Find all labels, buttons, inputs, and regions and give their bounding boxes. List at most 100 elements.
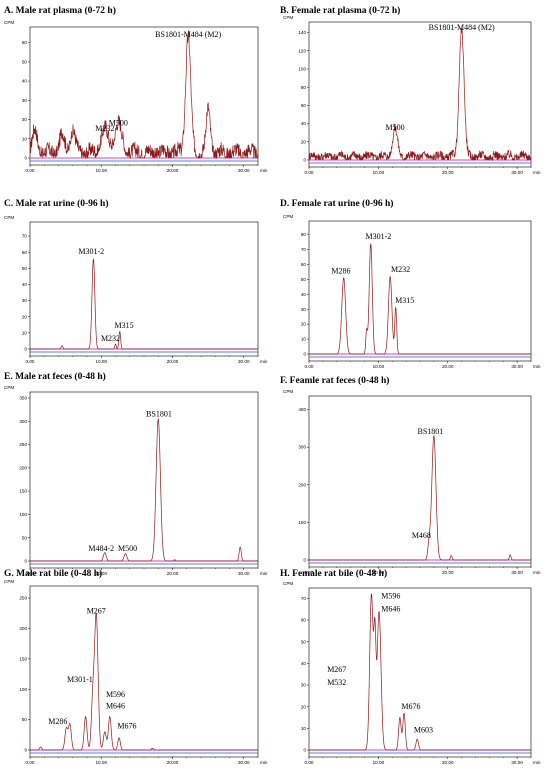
chart-panel: F. Feamle rat feces (0-48 h) CPM 0 100 200 30… [280, 375, 541, 575]
peak-label: M232 [95, 124, 114, 133]
y-tick-label: 50 [22, 717, 28, 722]
chart-panel: C. Male rat urine (0-96 h) CPM 0 10 20 30 40 50… [4, 198, 268, 364]
x-tick-label: 30.00 [511, 760, 523, 765]
peak-label: BS1801-M484 (M2) [429, 23, 495, 32]
panel-title: B. Female rat plasma (0-72 h) [280, 5, 400, 16]
x-tick-label: 10.00 [373, 760, 385, 765]
y-tick-label: 0 [303, 158, 306, 163]
chart-panel: G. Male rat bile (0-48 h)CPM 0 50 100 150 200… [4, 568, 268, 765]
y-tick-label: 250 [19, 596, 27, 601]
panel-title: G. Male rat bile (0-48 h) [4, 568, 102, 579]
peak-label: M468 [412, 531, 431, 540]
peak-label: M676 [117, 722, 136, 731]
y-tick-label: 150 [19, 489, 27, 494]
x-tick-label: 10.00 [373, 170, 385, 175]
y-tick-label: 100 [298, 520, 306, 525]
x-tick-label: 20.00 [167, 760, 179, 765]
x-axis-label: min [260, 359, 268, 364]
chromatogram-trace [309, 593, 531, 751]
x-tick-label: 10.00 [96, 359, 108, 364]
x-tick-label: 20.00 [167, 359, 179, 364]
y-tick-label: 400 [298, 407, 306, 412]
panel-title: D. Female rat urine (0-96 h) [280, 198, 393, 209]
y-tick-label: 100 [19, 687, 27, 692]
chromatogram-trace [30, 417, 258, 562]
y-tick-label: 350 [19, 396, 27, 401]
y-axis-label: CPM [283, 15, 293, 20]
y-tick-label: 50 [22, 59, 28, 64]
y-tick-label: 40 [301, 121, 307, 126]
x-tick-label: 20.00 [167, 571, 179, 576]
y-tick-label: 40 [301, 661, 307, 666]
x-tick-label: 10.00 [96, 571, 108, 576]
x-tick-label: 0.00 [26, 168, 35, 173]
peak-label: BS1801 [146, 410, 172, 419]
y-tick-label: 0 [24, 748, 27, 753]
y-tick-label: 60 [301, 103, 307, 108]
plot-frame [29, 391, 259, 569]
chart-panel: E. Male rat feces (0-48 h) CPM 0 50 100 150 20… [4, 371, 268, 576]
y-tick-label: 0 [24, 156, 27, 161]
y-tick-label: 50 [301, 639, 307, 644]
peak-label: M500 [118, 544, 137, 553]
y-tick-label: 70 [22, 234, 28, 239]
x-tick-label: 30.00 [238, 168, 250, 173]
peak-label: M676 [401, 702, 420, 711]
x-tick-label: 10.00 [96, 168, 108, 173]
peak-label: BS1801-M484 (M2) [155, 30, 221, 39]
peak-label: M301-2 [78, 247, 104, 256]
panel-title: C. Male rat urine (0-96 h) [4, 198, 108, 209]
y-tick-label: 300 [298, 445, 306, 450]
x-tick-label: 30.00 [511, 570, 523, 575]
chromatogram-trace [30, 612, 258, 751]
y-axis-label: CPM [4, 20, 14, 25]
chart-panel: A. Male rat plasma (0-72 h) CPM 0 10 20 30 40 5… [4, 5, 268, 173]
peak-label: M596 [106, 690, 125, 699]
peak-label: M315 [395, 296, 414, 305]
y-axis-label: CPM [283, 389, 293, 394]
peak-label: M484-2 [88, 544, 114, 553]
y-tick-label: 20 [22, 314, 28, 319]
x-tick-label: 30.00 [238, 571, 250, 576]
peak-label: M532 [327, 678, 346, 687]
y-axis-label: CPM [4, 579, 14, 584]
peak-label: M315 [114, 321, 133, 330]
x-tick-label: 0.00 [305, 364, 314, 369]
panel-title: F. Feamle rat feces (0-48 h) [280, 375, 389, 386]
x-tick-label: 30.00 [238, 359, 250, 364]
y-tick-label: 0 [303, 558, 306, 563]
peak-label: M646 [381, 604, 400, 613]
y-tick-label: 70 [301, 596, 307, 601]
x-axis-label: min [260, 571, 268, 576]
y-tick-label: 140 [298, 30, 306, 35]
y-tick-label: 300 [19, 419, 27, 424]
y-tick-label: 40 [22, 79, 28, 84]
plot-frame [308, 21, 532, 168]
peak-label: M500 [385, 123, 404, 132]
y-tick-label: 80 [301, 85, 307, 90]
y-tick-label: 100 [298, 67, 306, 72]
x-tick-label: 0.00 [26, 359, 35, 364]
y-tick-label: 30 [301, 683, 307, 688]
x-tick-label: 0.00 [305, 760, 314, 765]
y-axis-label: CPM [4, 215, 14, 220]
y-tick-label: 10 [22, 136, 28, 141]
x-axis-label: min [260, 760, 268, 765]
x-axis-label: min [533, 364, 541, 369]
chart-panel: B. Female rat plasma (0-72 h)CPM 0 20 40 60 8… [280, 5, 541, 175]
peak-label: M232 [101, 334, 120, 343]
x-axis-label: min [260, 168, 268, 173]
x-tick-label: 0.00 [305, 170, 314, 175]
y-tick-label: 120 [298, 48, 306, 53]
peak-label: M301-1 [67, 675, 93, 684]
x-tick-label: 20.00 [442, 760, 454, 765]
x-axis-label: min [533, 170, 541, 175]
chromatogram-trace [309, 434, 531, 561]
panel-title: H. Female rat bile (0-48 h) [280, 568, 387, 579]
y-axis-label: CPM [283, 581, 293, 586]
chart-panel: D. Female rat urine (0-96 h) CPM 0 10 20 30 40… [280, 198, 541, 369]
y-axis-label: CPM [283, 214, 293, 219]
peak-label: M301-2 [365, 232, 391, 241]
y-tick-label: 10 [301, 726, 307, 731]
peak-label: M596 [381, 591, 400, 600]
